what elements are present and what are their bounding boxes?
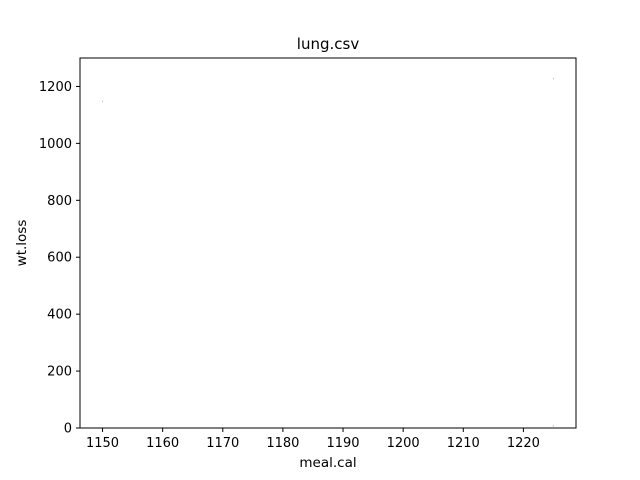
x-tick-label-6: 1210: [447, 436, 480, 451]
x-tick-label-0: 1150: [86, 436, 119, 451]
y-tick-label-2: 400: [47, 308, 72, 323]
x-tick-label-4: 1190: [326, 436, 359, 451]
x-axis-label: meal.cal: [299, 455, 356, 471]
bar-2: [552, 425, 554, 427]
bar-1: [552, 77, 554, 80]
axes-frame: [79, 57, 577, 429]
y-tick-label-6: 1200: [39, 80, 72, 95]
y-tick-label-5: 1000: [39, 137, 72, 152]
x-tick-label-7: 1220: [507, 436, 540, 451]
y-tick-label-0: 0: [64, 422, 72, 437]
bar-0: [102, 100, 104, 103]
x-tick-label-3: 1180: [266, 436, 299, 451]
chart-title: lung.csv: [297, 35, 360, 53]
y-tick-label-4: 800: [47, 194, 72, 209]
x-tick-label-2: 1170: [206, 436, 239, 451]
y-axis-label: wt.loss: [14, 220, 30, 267]
x-tick-label-1: 1160: [146, 436, 179, 451]
y-tick-label-3: 600: [47, 251, 72, 266]
plot-area: 1150 1160 1170 1180 1190 1200 1210 1220 0 200 400 6…: [39, 77, 554, 451]
y-tick-label-1: 200: [47, 365, 72, 380]
x-tick-label-5: 1200: [387, 436, 420, 451]
